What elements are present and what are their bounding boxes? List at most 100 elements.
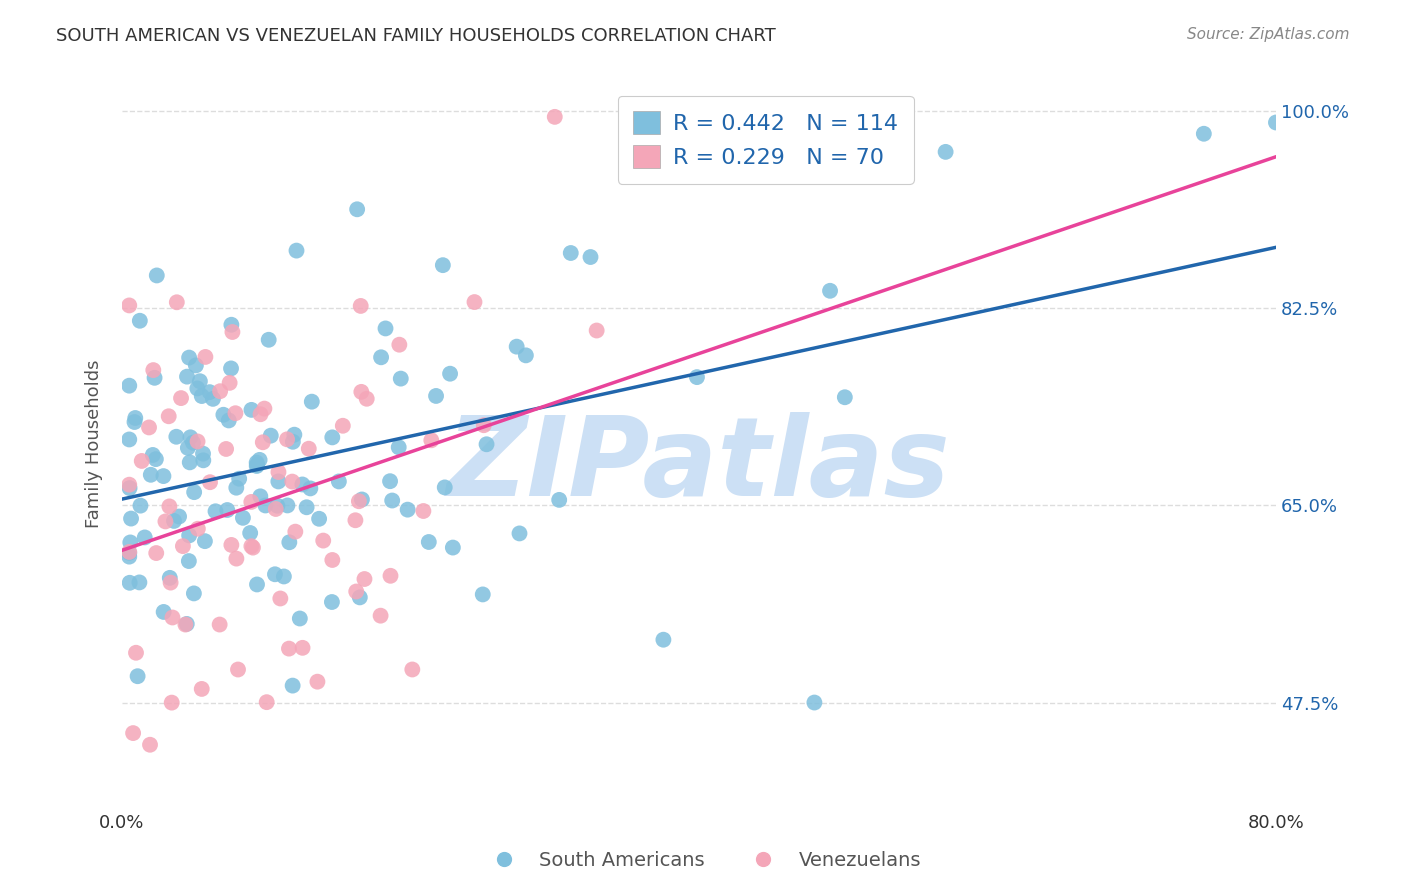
Point (347, 494, 370, 508)
Point (166, 295, 188, 310)
Point (356, 392, 378, 406)
Point (256, 695, 278, 709)
Point (652, 632, 675, 647)
Point (420, 434, 443, 448)
Point (273, 569, 295, 583)
Point (128, 575, 150, 590)
Point (585, 324, 607, 338)
Point (208, 617, 231, 632)
Point (139, 738, 162, 752)
Point (179, 455, 201, 469)
Point (145, 546, 167, 560)
Point (179, 430, 201, 444)
Point (834, 390, 856, 404)
Point (1265, 115, 1288, 129)
Point (396, 502, 419, 516)
Point (252, 435, 274, 450)
Point (191, 389, 214, 403)
Point (249, 489, 271, 503)
Point (118, 298, 141, 312)
Point (269, 591, 291, 606)
Point (218, 413, 240, 427)
Point (264, 502, 287, 516)
Point (163, 514, 186, 528)
Point (177, 554, 200, 568)
Point (281, 475, 304, 489)
Point (278, 641, 301, 656)
Point (193, 453, 215, 467)
Point (505, 340, 527, 354)
Point (187, 522, 209, 536)
Point (471, 587, 494, 601)
Point (226, 663, 249, 677)
Point (266, 499, 288, 513)
Point (284, 524, 307, 539)
Point (935, 145, 957, 159)
Point (257, 333, 280, 347)
Point (125, 646, 148, 660)
Point (321, 553, 343, 567)
Point (818, 284, 841, 298)
Point (191, 447, 214, 461)
Point (242, 541, 264, 555)
Point (412, 504, 434, 518)
Point (194, 534, 217, 549)
Point (177, 441, 200, 455)
Point (299, 482, 322, 496)
Point (128, 314, 150, 328)
Point (344, 513, 367, 527)
Point (544, 110, 567, 124)
Point (198, 385, 221, 400)
Point (190, 681, 212, 696)
Point (157, 500, 180, 514)
Point (186, 381, 208, 395)
Point (389, 371, 412, 385)
Point (201, 392, 224, 406)
Point (176, 369, 198, 384)
Point (212, 408, 235, 422)
Text: ZIPatlas: ZIPatlas (447, 412, 950, 519)
Point (344, 584, 367, 599)
Point (170, 391, 193, 405)
Point (350, 492, 373, 507)
Point (472, 418, 495, 433)
Point (221, 318, 243, 332)
Point (124, 415, 146, 429)
Point (370, 351, 392, 365)
Y-axis label: Family Households: Family Households (86, 359, 103, 528)
Point (439, 367, 461, 381)
Point (217, 503, 239, 517)
Point (162, 610, 184, 624)
Point (174, 617, 197, 632)
Point (380, 569, 402, 583)
Point (346, 202, 368, 217)
Point (803, 696, 825, 710)
Point (181, 435, 204, 450)
Point (159, 575, 181, 590)
Point (548, 492, 571, 507)
Point (129, 499, 152, 513)
Point (143, 371, 166, 385)
Point (463, 295, 485, 310)
Point (157, 409, 180, 424)
Point (194, 350, 217, 364)
Point (307, 674, 329, 689)
Point (515, 348, 537, 362)
Point (260, 428, 283, 442)
Point (1192, 127, 1215, 141)
Point (353, 572, 375, 586)
Point (240, 495, 263, 509)
Point (118, 481, 141, 495)
Point (441, 541, 464, 555)
Point (172, 539, 194, 553)
Point (349, 591, 371, 605)
Point (291, 477, 314, 491)
Point (219, 361, 242, 376)
Point (152, 469, 174, 483)
Point (579, 250, 602, 264)
Point (285, 244, 308, 258)
Point (176, 616, 198, 631)
Point (381, 493, 404, 508)
Text: SOUTH AMERICAN VS VENEZUELAN FAMILY HOUSEHOLDS CORRELATION CHART: SOUTH AMERICAN VS VENEZUELAN FAMILY HOUS… (56, 27, 776, 45)
Point (267, 475, 290, 489)
